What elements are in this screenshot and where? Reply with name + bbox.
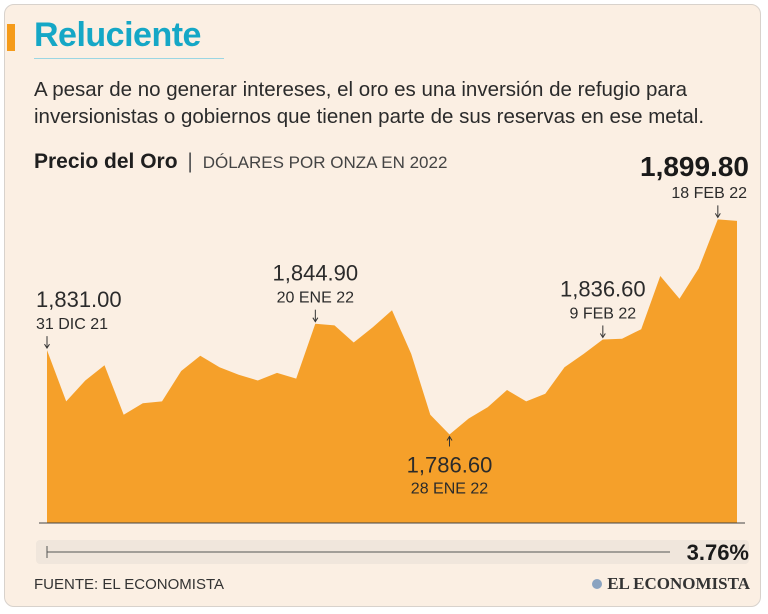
annotation-max-date: 18 FEB 22	[671, 185, 747, 202]
annotation-date: 28 ENE 22	[411, 480, 488, 497]
page-title: Reluciente	[34, 16, 201, 54]
chart-title: Precio del Oro | DÓLARES POR ONZA EN 202…	[34, 150, 447, 174]
annotation-arrow	[599, 333, 606, 339]
subtitle: A pesar de no generar intereses, el oro …	[34, 78, 705, 128]
brand-icon	[592, 579, 603, 589]
annotation-value: 1,831.00	[36, 287, 122, 312]
title-accent-bar	[7, 24, 15, 51]
brand-name: EL ECONOMISTA	[607, 574, 750, 593]
annotation-arrow	[44, 343, 50, 350]
change-percent: 3.76%	[687, 540, 749, 565]
price-area	[47, 219, 737, 523]
annotation-arrow	[714, 213, 721, 219]
chart-title-separator: |	[187, 150, 193, 173]
source-note: FUENTE: EL ECONOMISTA	[34, 576, 225, 593]
annotation-date: 31 DIC 21	[36, 316, 108, 333]
chart-title-main: Precio del Oro	[34, 150, 178, 173]
brand-logo: EL ECONOMISTA	[592, 574, 750, 594]
annotation-value: 1,786.60	[407, 452, 493, 477]
title-underline	[34, 58, 224, 59]
chart-title-unit: DÓLARES POR ONZA EN 2022	[202, 153, 448, 172]
annotation-date: 9 FEB 22	[569, 305, 636, 322]
annotation-value: 1,836.60	[560, 276, 646, 301]
annotation-date: 20 ENE 22	[277, 290, 354, 307]
annotation-max-value: 1,899.80	[640, 151, 749, 182]
annotation-arrow	[312, 317, 319, 323]
annotation-arrow	[446, 435, 453, 441]
annotation-value: 1,844.90	[273, 261, 359, 286]
